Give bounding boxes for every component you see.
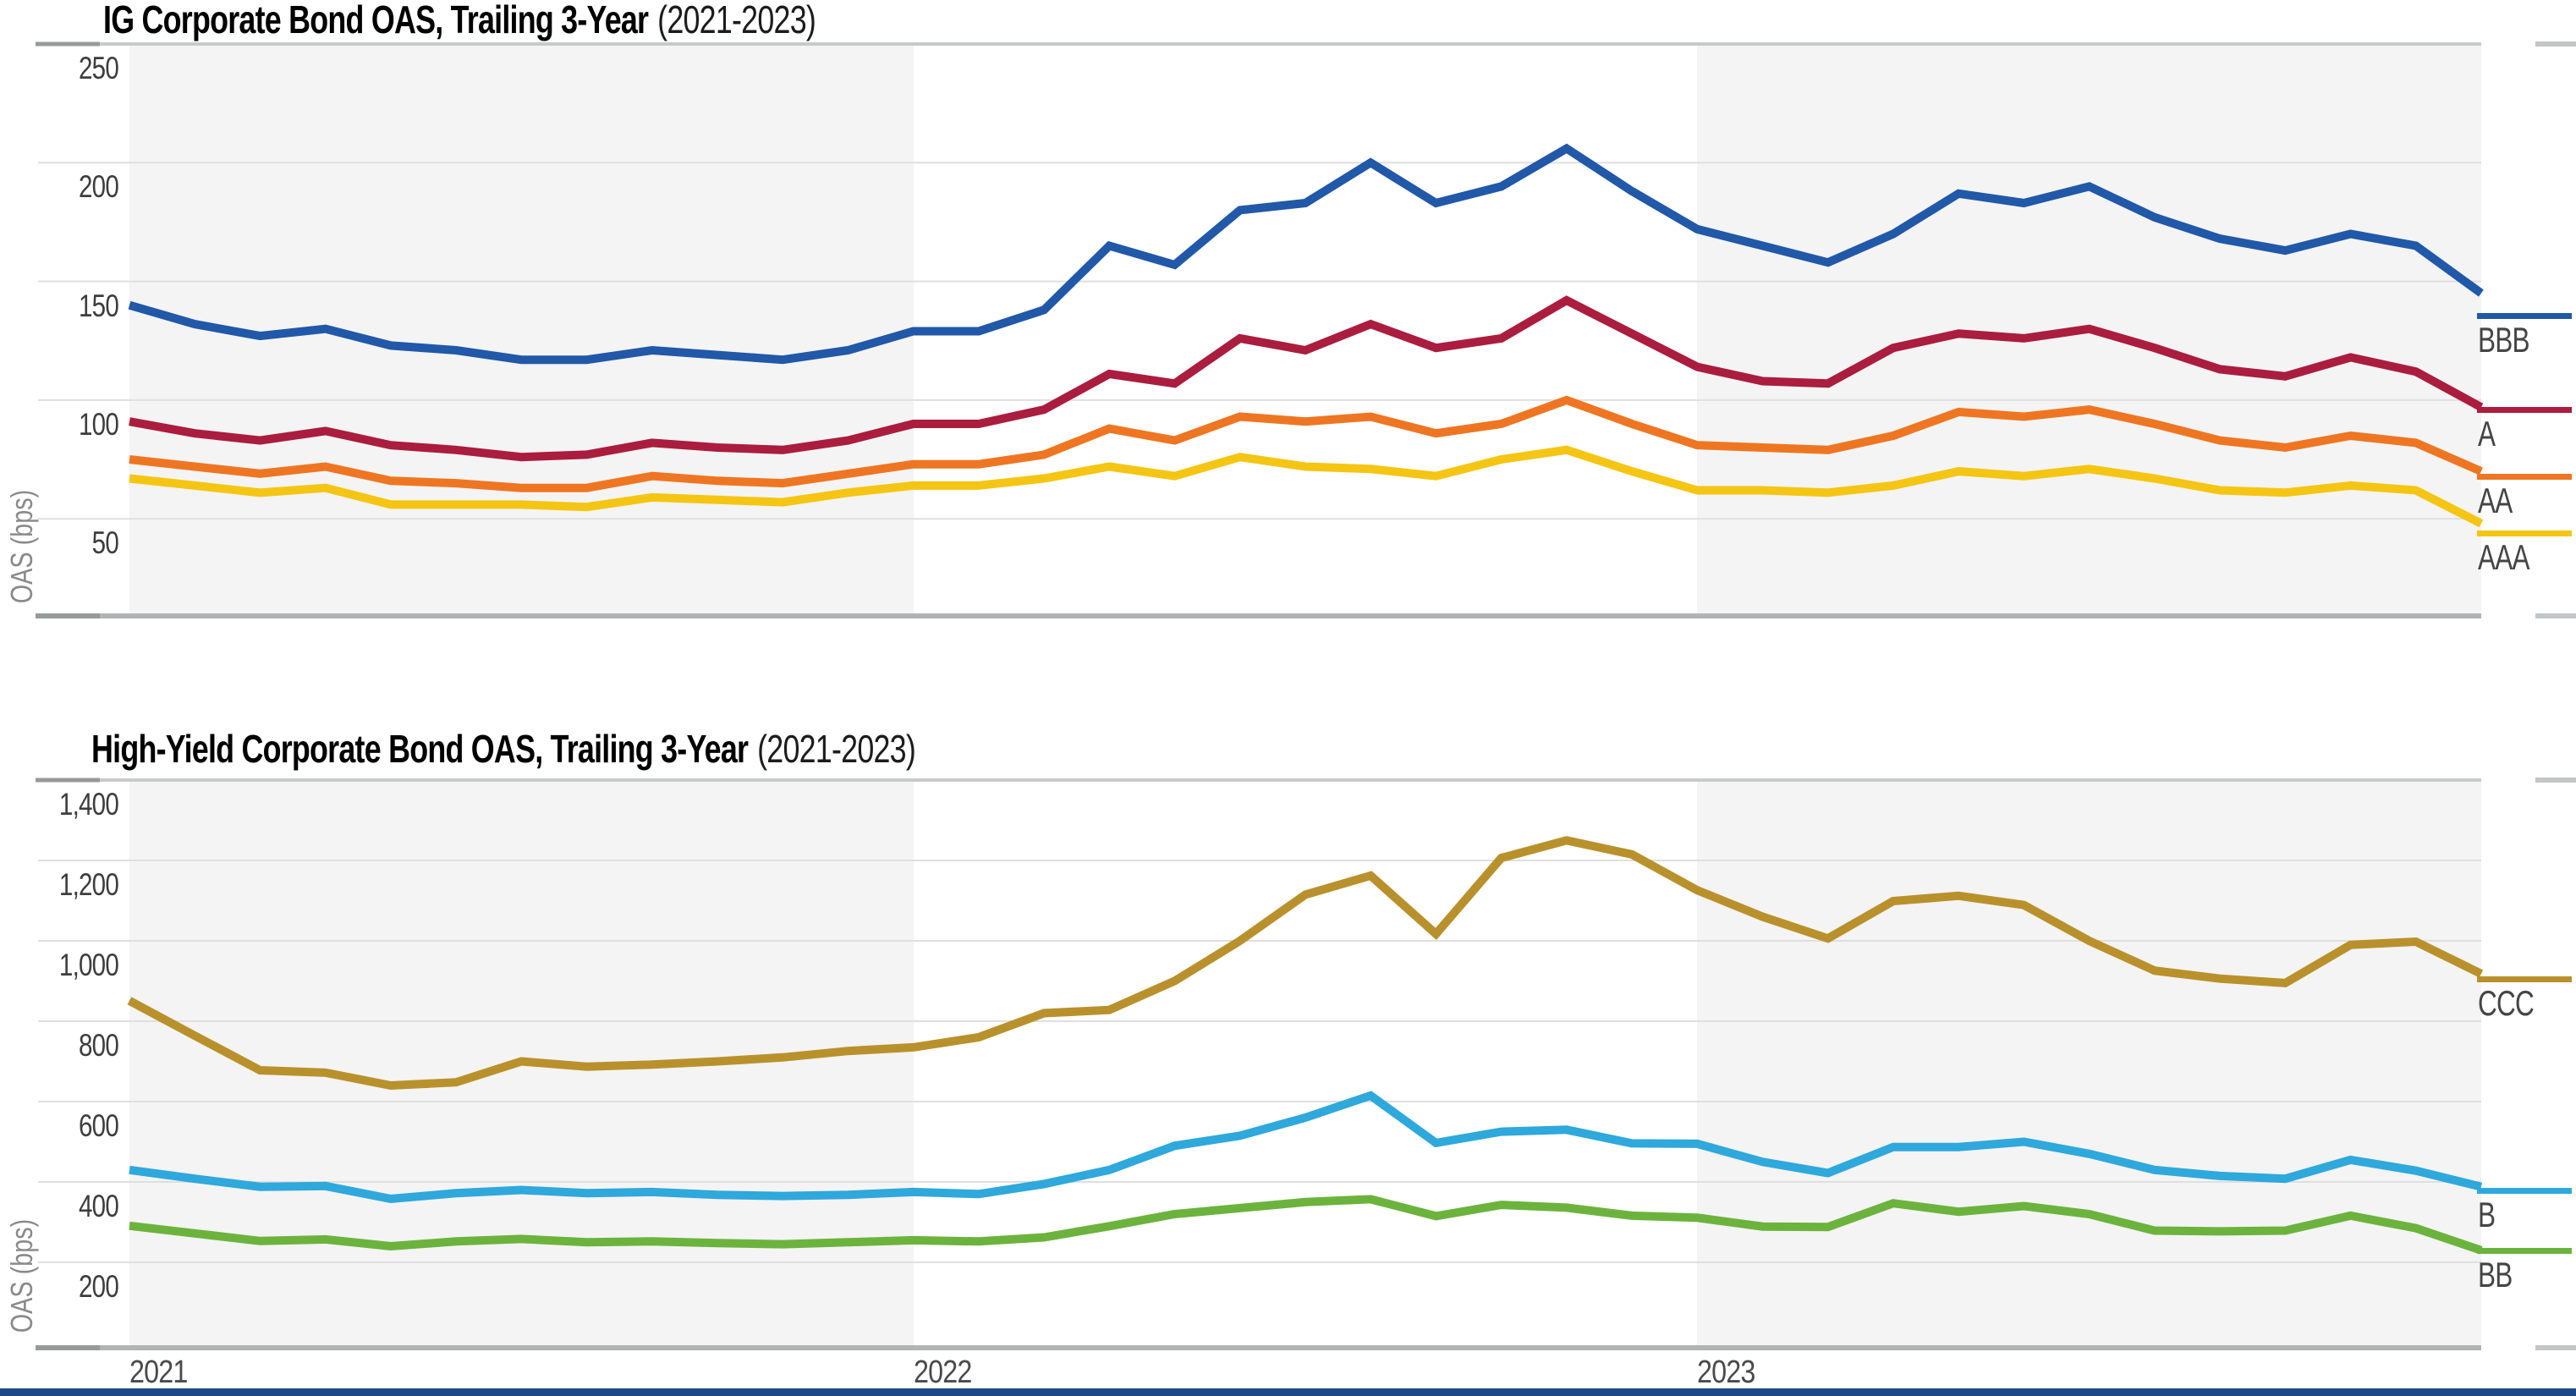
y-tick-label: 400 [79,1189,119,1223]
legend-label-AAA: AAA [2478,537,2530,577]
y-tick-label: 200 [79,169,119,205]
year-band-2023 [1697,780,2481,1348]
legend-label-BB: BB [2478,1255,2513,1294]
y-tick-label: 100 [79,406,119,442]
chart-title-text: High-Yield Corporate Bond OAS, Trailing … [91,727,749,771]
chart-title-text: IG Corporate Bond OAS, Trailing 3-Year [103,0,649,41]
legend-label-AA: AA [2478,481,2513,520]
legend-swatch-BB [2477,1248,2572,1254]
chart-title: High-Yield Corporate Bond OAS, Trailing … [91,726,916,772]
series-line-CCC [127,836,2484,1091]
legend-swatch-A [2477,407,2572,413]
series-line-A [129,295,2484,462]
y-tick-label: 1,000 [58,948,119,982]
y-tick-label: 600 [79,1108,119,1143]
series-line-AA [129,395,2483,492]
legend-label-A: A [2478,414,2496,453]
y-axis-title: OAS (bps) [4,1218,39,1333]
chart-title: IG Corporate Bond OAS, Trailing 3-Year (2… [103,0,816,42]
y-tick-label: 1,400 [58,787,119,822]
series-line-B [129,1091,2483,1204]
chart-title-note: (2021-2023) [757,727,916,771]
x-tick-label: 2022 [914,1355,972,1390]
x-tick-label: 2021 [129,1355,188,1390]
legend-swatch-AA [2477,474,2572,480]
y-tick-label: 50 [91,525,119,561]
x-tick-label: 2023 [1697,1355,1755,1390]
y-tick-label: 250 [79,51,119,85]
legend-swatch-CCC [2477,976,2572,982]
y-tick-label: 200 [79,1269,119,1304]
footer-accent-bar [0,1388,2576,1396]
legend-label-BBB: BBB [2478,320,2530,360]
series-line-BB [129,1195,2483,1255]
legend-label-B: B [2478,1195,2496,1234]
legend-label-CCC: CCC [2478,983,2535,1023]
year-band-2021 [129,44,914,616]
legend-swatch-BBB [2477,313,2572,319]
series-line-AAA [129,445,2484,528]
chart-title-note: (2021-2023) [657,0,816,41]
series-line-BBB [128,143,2484,365]
y-tick-label: 1,200 [58,867,119,902]
y-tick-label: 800 [79,1028,119,1063]
legend-swatch-B [2477,1188,2572,1194]
y-tick-label: 150 [79,288,119,323]
y-axis-title: OAS (bps) [4,489,39,604]
legend-swatch-AAA [2477,530,2572,536]
